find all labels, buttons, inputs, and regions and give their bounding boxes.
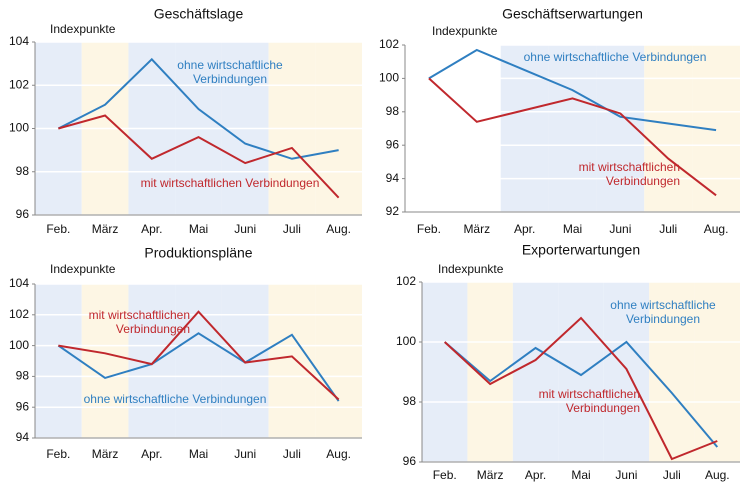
- y-tick-label: 94: [386, 171, 400, 185]
- series-label: ohne wirtschaftliche Verbindungen: [610, 298, 716, 326]
- x-tick-label: Aug.: [326, 222, 351, 236]
- series-label: mit wirtschaftlichen Verbindungen: [538, 387, 640, 415]
- x-tick-label: Aug.: [704, 222, 729, 236]
- band-shade: [649, 282, 695, 462]
- band-shade: [694, 282, 740, 462]
- band-shade: [467, 282, 513, 462]
- band-shade: [35, 284, 82, 438]
- chart-title: Produktionspläne: [144, 245, 252, 261]
- band-shade: [558, 282, 604, 462]
- x-tick-label: Apr.: [514, 222, 535, 236]
- y-tick-label: 104: [9, 276, 29, 290]
- x-tick-label: Apr.: [525, 468, 546, 482]
- y-tick-label: 100: [9, 338, 29, 352]
- x-tick-label: Apr.: [141, 447, 162, 461]
- series-line: [444, 316, 718, 461]
- series-label: ohne wirtschaftliche Verbindungen: [523, 50, 707, 64]
- y-tick-label: 98: [16, 369, 30, 383]
- series-label: mit wirtschaftlichen Verbindungen: [578, 160, 680, 188]
- y-tick-label: 92: [386, 204, 400, 218]
- y-axis-label: Indexpunkte: [50, 262, 116, 276]
- series-line: [57, 332, 340, 402]
- x-tick-label: Juni: [234, 222, 256, 236]
- x-tick-label: Feb.: [46, 447, 70, 461]
- chart-title: Exporterwartungen: [522, 242, 640, 258]
- band-shade: [315, 284, 362, 438]
- y-axis-label: Indexpunkte: [432, 24, 498, 38]
- band-shade: [452, 45, 501, 212]
- x-tick-label: Apr.: [141, 222, 162, 236]
- y-tick-label: 96: [16, 207, 30, 221]
- x-tick-label: März: [92, 447, 119, 461]
- series-label: mit wirtschaftlichen Verbindungen: [140, 176, 320, 190]
- y-tick-label: 98: [403, 394, 417, 408]
- series-label: ohne wirtschaftliche Verbindungen: [83, 392, 267, 406]
- x-tick-label: Juli: [283, 447, 301, 461]
- y-tick-label: 102: [379, 37, 399, 51]
- y-tick-label: 96: [403, 454, 417, 468]
- x-tick-label: März: [463, 222, 490, 236]
- x-tick-label: Juli: [659, 222, 677, 236]
- y-tick-label: 96: [386, 137, 400, 151]
- y-axis-label: Indexpunkte: [50, 22, 116, 36]
- x-tick-label: Aug.: [326, 447, 351, 461]
- y-tick-label: 104: [9, 34, 29, 48]
- y-tick-label: 102: [9, 307, 29, 321]
- y-tick-label: 94: [16, 430, 30, 444]
- x-tick-label: Aug.: [705, 468, 730, 482]
- x-tick-label: Mai: [189, 222, 208, 236]
- band-shade: [405, 45, 453, 212]
- x-tick-label: Juni: [609, 222, 631, 236]
- series-line: [428, 48, 717, 132]
- y-tick-label: 96: [16, 399, 30, 413]
- x-tick-label: Juli: [283, 222, 301, 236]
- x-tick-label: Juni: [615, 468, 637, 482]
- series-line: [58, 114, 340, 199]
- y-tick-label: 102: [9, 77, 29, 91]
- series-line: [444, 340, 719, 448]
- series-line: [428, 77, 717, 197]
- band-shade: [81, 284, 129, 438]
- series-line: [58, 310, 340, 401]
- band-shade: [603, 282, 650, 462]
- x-tick-label: Feb.: [433, 468, 457, 482]
- x-tick-label: Mai: [563, 222, 582, 236]
- chart-title: Geschäftslage: [154, 6, 244, 22]
- y-tick-label: 100: [9, 121, 29, 135]
- series-label: ohne wirtschaftliche Verbindungen: [177, 58, 283, 86]
- series-line: [57, 57, 339, 160]
- band-shade: [422, 282, 468, 462]
- band-shade: [175, 284, 222, 438]
- band-shade: [644, 45, 693, 212]
- x-tick-label: März: [477, 468, 504, 482]
- x-tick-label: Feb.: [417, 222, 441, 236]
- x-tick-label: Mai: [189, 447, 208, 461]
- y-tick-label: 102: [396, 274, 416, 288]
- x-tick-label: Mai: [571, 468, 590, 482]
- x-tick-label: Juni: [234, 447, 256, 461]
- y-tick-label: 98: [16, 164, 30, 178]
- y-tick-label: 100: [396, 334, 416, 348]
- x-tick-label: Juli: [663, 468, 681, 482]
- band-shade: [548, 45, 597, 212]
- chart-title: Geschäftserwartungen: [502, 6, 643, 22]
- band-shade: [512, 282, 559, 462]
- y-tick-label: 100: [379, 71, 399, 85]
- series-label: mit wirtschaftlichen Verbindungen: [88, 308, 190, 336]
- y-tick-label: 98: [386, 104, 400, 118]
- band-shade: [268, 284, 316, 438]
- x-tick-label: März: [92, 222, 119, 236]
- band-shade: [500, 45, 549, 212]
- x-tick-label: Feb.: [46, 222, 70, 236]
- y-axis-label: Indexpunkte: [438, 262, 504, 276]
